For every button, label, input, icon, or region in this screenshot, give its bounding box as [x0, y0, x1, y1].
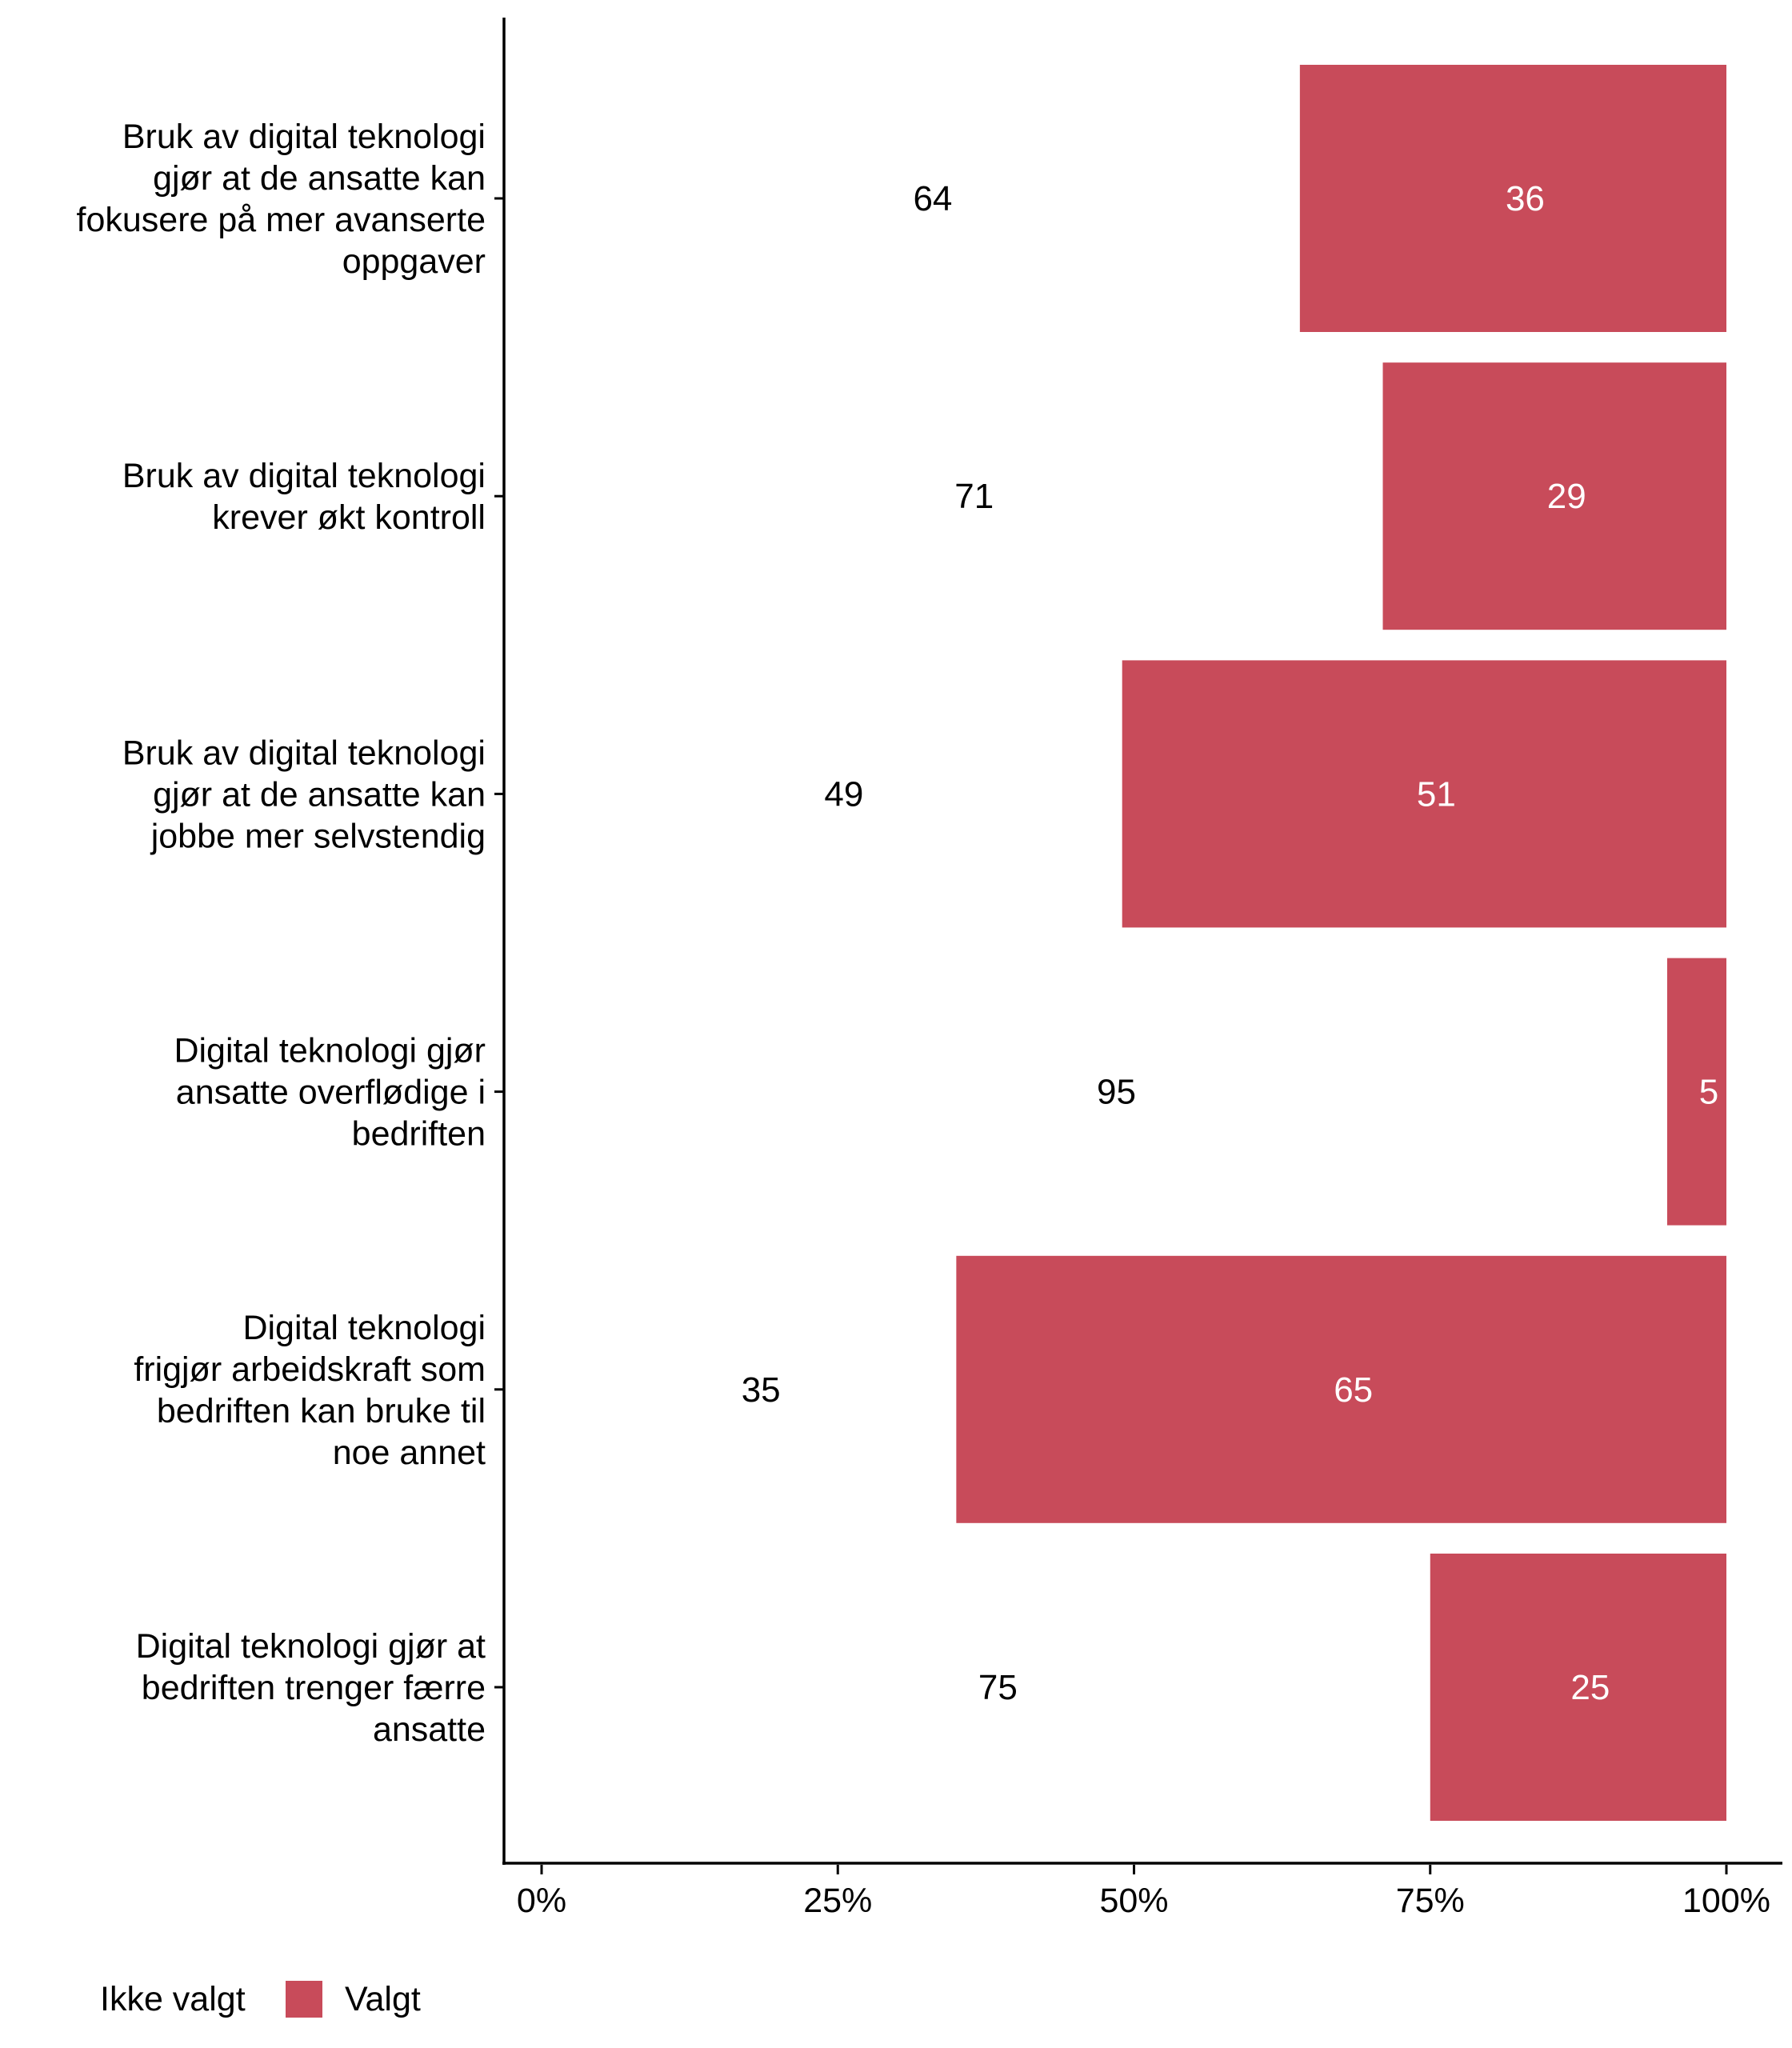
x-tick-label: 25%: [803, 1882, 872, 1920]
bar-value-label: 49: [824, 774, 863, 814]
bar-valgt: [1430, 1554, 1726, 1821]
bar-value-label: 65: [1334, 1370, 1373, 1410]
category-label: Bruk av digital teknologi krever økt kont…: [122, 457, 486, 537]
x-tick-label: 50%: [1099, 1882, 1168, 1920]
category-label: Bruk av digital teknologi gjør at de ansa…: [77, 118, 486, 281]
bar-value-label: 36: [1506, 179, 1545, 218]
bar-value-label: 95: [1097, 1073, 1136, 1112]
bar-value-label: 29: [1547, 477, 1586, 516]
legend-label: Valgt: [345, 1980, 421, 2018]
x-axis-ticks: 0% 25% 50% 75% 100%: [517, 1865, 1770, 1920]
bar-valgt: [956, 1255, 1726, 1523]
y-axis-labels: Bruk av digital teknologi gjør at de ansa…: [77, 118, 504, 1749]
bar-value-label: 35: [742, 1370, 781, 1410]
bar-value-label: 25: [1570, 1668, 1610, 1707]
bar-value-label: 64: [913, 179, 952, 218]
bar-value-label: 51: [1417, 774, 1456, 814]
legend: Ikke valgt Valgt: [100, 1980, 421, 2018]
legend-label: Ikke valgt: [100, 1980, 246, 2018]
value-labels-layer: 64 36 71 29 49 51 95 5 35 65 75 25: [742, 179, 1719, 1707]
x-tick-label: 100%: [1682, 1882, 1770, 1920]
bar-value-label: 75: [978, 1668, 1018, 1707]
x-tick-label: 75%: [1396, 1882, 1465, 1920]
bars-layer: [956, 65, 1726, 1821]
x-tick-label: 0%: [517, 1882, 566, 1920]
category-label: Digital teknologi gjør at bedriften treng…: [136, 1627, 486, 1749]
bar-valgt: [1122, 660, 1726, 928]
category-label: Digital teknologi frigjør arbeidskraft so…: [134, 1309, 486, 1472]
bar-valgt: [1299, 65, 1726, 332]
legend-key: [286, 1981, 322, 2018]
category-label: Digital teknologi gjør ansatte overflødig…: [174, 1032, 486, 1154]
bar-valgt: [1382, 362, 1726, 630]
bar-value-label: 71: [954, 477, 994, 516]
category-label: Bruk av digital teknologi gjør at de ansa…: [122, 734, 486, 855]
bar-value-label: 5: [1699, 1073, 1718, 1112]
bar-valgt: [1666, 958, 1726, 1226]
